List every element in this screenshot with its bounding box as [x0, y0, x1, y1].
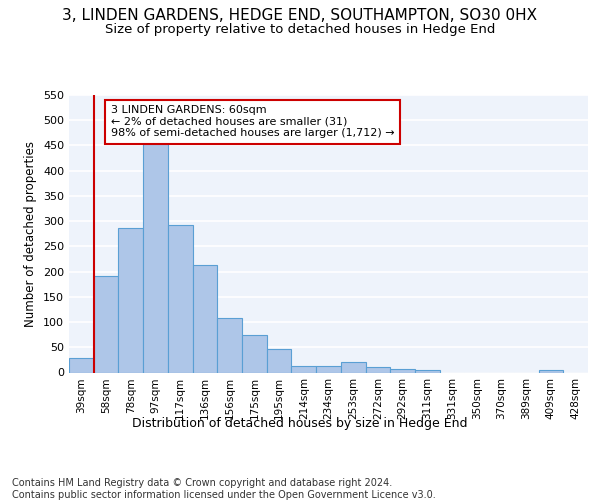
Text: Size of property relative to detached houses in Hedge End: Size of property relative to detached ho…: [105, 22, 495, 36]
Bar: [193, 265, 217, 372]
Bar: [267, 350, 292, 372]
Text: 3 LINDEN GARDENS: 60sqm
← 2% of detached houses are smaller (31)
98% of semi-det: 3 LINDEN GARDENS: 60sqm ← 2% of detached…: [111, 105, 395, 138]
Y-axis label: Number of detached properties: Number of detached properties: [25, 141, 37, 327]
Bar: [168, 225, 193, 372]
Bar: [390, 370, 415, 372]
Bar: [341, 362, 365, 372]
Bar: [217, 318, 242, 372]
Bar: [242, 335, 267, 372]
Bar: [292, 366, 316, 372]
Bar: [365, 368, 390, 372]
Text: Distribution of detached houses by size in Hedge End: Distribution of detached houses by size …: [132, 418, 468, 430]
Bar: [69, 358, 94, 372]
Bar: [143, 140, 168, 372]
Bar: [94, 276, 118, 372]
Bar: [316, 366, 341, 372]
Bar: [415, 370, 440, 372]
Bar: [118, 228, 143, 372]
Bar: [539, 370, 563, 372]
Text: Contains HM Land Registry data © Crown copyright and database right 2024.
Contai: Contains HM Land Registry data © Crown c…: [12, 478, 436, 500]
Text: 3, LINDEN GARDENS, HEDGE END, SOUTHAMPTON, SO30 0HX: 3, LINDEN GARDENS, HEDGE END, SOUTHAMPTO…: [62, 8, 538, 22]
